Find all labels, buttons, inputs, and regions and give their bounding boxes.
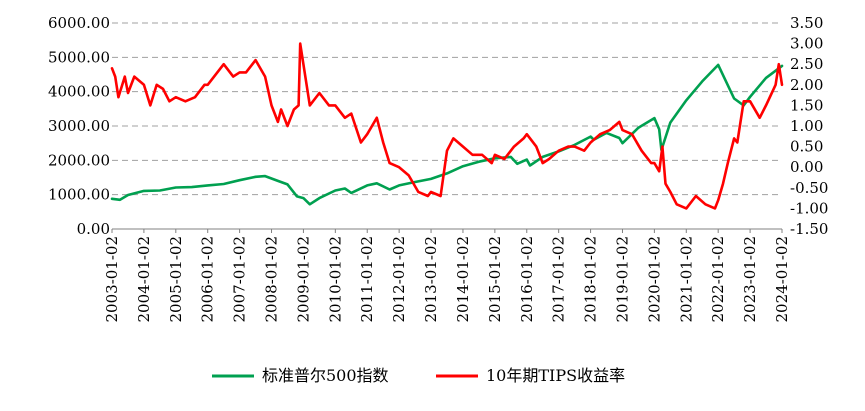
x-tick-label: 2012-01-02: [390, 236, 408, 322]
right-tick-label: -1.00: [790, 199, 828, 217]
left-tick-label: 0.00: [77, 220, 110, 238]
left-tick-label: 4000.00: [48, 83, 110, 101]
x-tick-label: 2022-01-02: [709, 236, 727, 322]
right-tick-label: 0.50: [790, 138, 823, 156]
right-axis-ticks: -1.50 -1.00 -0.50 0.00 0.50 1.00 1.50 2.00 2.50 3…: [790, 14, 828, 238]
x-tick-label: 2006-01-02: [199, 236, 217, 322]
legend: 标准普尔500指数 10年期TIPS收益率: [212, 366, 625, 385]
x-tick-label: 2018-01-02: [582, 236, 600, 322]
right-tick-label: 1.00: [790, 117, 823, 135]
left-tick-label: 6000.00: [48, 14, 110, 32]
x-tick-label: 2007-01-02: [231, 236, 249, 322]
x-tick-label: 2021-01-02: [677, 236, 695, 322]
x-tick-label: 2016-01-02: [518, 236, 536, 322]
x-tick-label: 2024-01-02: [773, 236, 791, 322]
left-tick-label: 1000.00: [48, 186, 110, 204]
right-tick-label: 3.00: [790, 35, 823, 53]
x-tick-label: 2008-01-02: [263, 236, 281, 322]
x-tick-label: 2003-01-02: [103, 236, 121, 322]
series-line-tips-yield: [110, 42, 784, 210]
left-axis-ticks: 0.00 1000.00 2000.00 3000.00 4000.00 5000.00 6…: [48, 14, 110, 238]
right-tick-label: 0.00: [790, 158, 823, 176]
x-tick-label: 2014-01-02: [454, 236, 472, 322]
x-axis-ticks: 2003-01-02 2004-01-02 2005-01-02 2006-01-02…: [103, 229, 791, 322]
series-layer: [110, 42, 784, 210]
x-tick-label: 2009-01-02: [294, 236, 312, 322]
series-line-sp500: [110, 63, 784, 206]
x-tick-label: 2020-01-02: [645, 236, 663, 322]
left-tick-label: 3000.00: [48, 117, 110, 135]
right-tick-label: 2.50: [790, 55, 823, 73]
left-tick-label: 2000.00: [48, 151, 110, 169]
right-tick-label: 1.50: [790, 96, 823, 114]
x-tick-label: 2013-01-02: [422, 236, 440, 322]
x-tick-label: 2005-01-02: [167, 236, 185, 322]
right-tick-label: -1.50: [790, 220, 828, 238]
x-tick-label: 2004-01-02: [135, 236, 153, 322]
legend-label: 10年期TIPS收益率: [486, 366, 625, 385]
legend-label: 标准普尔500指数: [262, 366, 389, 385]
gridlines: [112, 22, 782, 196]
right-tick-label: 3.50: [790, 14, 823, 32]
x-tick-label: 2019-01-02: [613, 236, 631, 322]
x-tick-label: 2010-01-02: [326, 236, 344, 322]
x-tick-label: 2011-01-02: [358, 236, 376, 322]
right-tick-label: 2.00: [790, 76, 823, 94]
left-tick-label: 5000.00: [48, 48, 110, 66]
right-tick-label: -0.50: [790, 179, 828, 197]
x-tick-label: 2015-01-02: [486, 236, 504, 322]
x-tick-label: 2023-01-02: [741, 236, 759, 322]
x-tick-label: 2017-01-02: [550, 236, 568, 322]
